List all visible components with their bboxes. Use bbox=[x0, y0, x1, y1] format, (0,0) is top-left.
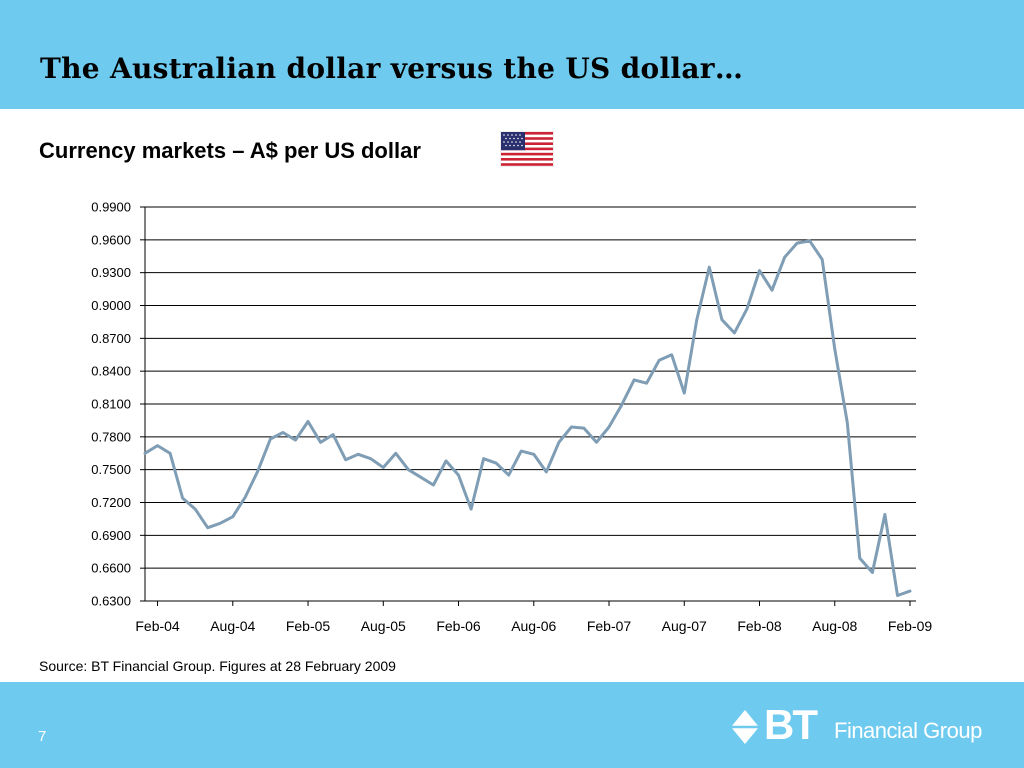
data-point bbox=[207, 526, 209, 528]
data-point bbox=[395, 452, 397, 454]
x-tick-label: Feb-04 bbox=[135, 618, 180, 634]
y-tick-label: 0.9000 bbox=[91, 298, 131, 313]
y-tick-label: 0.6600 bbox=[91, 561, 131, 576]
source-note: Source: BT Financial Group. Figures at 2… bbox=[39, 658, 396, 674]
data-point bbox=[595, 441, 597, 443]
data-point bbox=[821, 258, 823, 260]
data-point bbox=[269, 438, 271, 440]
data-point bbox=[507, 474, 509, 476]
y-tick-label: 0.9900 bbox=[91, 200, 131, 215]
us-flag-icon bbox=[500, 131, 554, 167]
data-point bbox=[671, 354, 673, 356]
data-point bbox=[432, 484, 434, 486]
data-point bbox=[533, 453, 535, 455]
y-tick-label: 0.6300 bbox=[91, 594, 131, 609]
data-point bbox=[495, 462, 497, 464]
data-point bbox=[370, 458, 372, 460]
data-point bbox=[144, 452, 146, 454]
data-point bbox=[257, 470, 259, 472]
data-point bbox=[708, 266, 710, 268]
y-tick-label: 0.8700 bbox=[91, 331, 131, 346]
header-band bbox=[0, 0, 1024, 109]
data-point bbox=[307, 420, 309, 422]
y-tick-label: 0.9600 bbox=[91, 232, 131, 247]
data-point bbox=[871, 571, 873, 573]
data-point bbox=[344, 459, 346, 461]
data-point bbox=[181, 497, 183, 499]
logo-financial-group-text: Financial Group bbox=[834, 718, 982, 743]
data-point bbox=[545, 471, 547, 473]
data-point bbox=[482, 458, 484, 460]
data-point bbox=[332, 433, 334, 435]
data-point bbox=[294, 439, 296, 441]
data-point bbox=[282, 431, 284, 433]
data-point bbox=[219, 522, 221, 524]
x-tick-label: Feb-09 bbox=[888, 618, 933, 634]
y-tick-label: 0.8100 bbox=[91, 397, 131, 412]
data-point bbox=[558, 441, 560, 443]
data-point bbox=[834, 348, 836, 350]
data-point bbox=[520, 450, 522, 452]
data-point bbox=[758, 269, 760, 271]
data-point bbox=[583, 427, 585, 429]
slide-title: The Australian dollar versus the US doll… bbox=[40, 52, 744, 85]
data-point bbox=[645, 382, 647, 384]
x-tick-label: Aug-07 bbox=[662, 618, 707, 634]
x-tick-label: Feb-07 bbox=[587, 618, 632, 634]
data-point bbox=[357, 453, 359, 455]
chart-subtitle: Currency markets – A$ per US dollar bbox=[39, 138, 421, 163]
data-point bbox=[194, 508, 196, 510]
data-point bbox=[896, 594, 898, 596]
data-point bbox=[633, 379, 635, 381]
data-point bbox=[746, 308, 748, 310]
data-point bbox=[620, 404, 622, 406]
logo-bt-text: BT bbox=[764, 701, 818, 748]
data-point bbox=[771, 289, 773, 291]
data-point bbox=[909, 590, 911, 592]
data-point bbox=[683, 392, 685, 394]
data-point bbox=[808, 240, 810, 242]
series-line bbox=[143, 239, 912, 597]
data-point bbox=[608, 426, 610, 428]
page-number: 7 bbox=[38, 728, 47, 745]
x-tick-label: Aug-08 bbox=[812, 618, 857, 634]
bt-financial-group-logo: BT Financial Group bbox=[728, 701, 1008, 750]
data-point bbox=[244, 496, 246, 498]
footer-band bbox=[0, 682, 1024, 768]
data-point bbox=[407, 468, 409, 470]
data-point bbox=[319, 441, 321, 443]
data-point bbox=[696, 319, 698, 321]
data-point bbox=[470, 508, 472, 510]
y-tick-label: 0.6900 bbox=[91, 528, 131, 543]
data-point bbox=[169, 452, 171, 454]
data-point bbox=[796, 242, 798, 244]
x-tick-label: Aug-04 bbox=[210, 618, 255, 634]
y-tick-label: 0.7500 bbox=[91, 462, 131, 477]
data-point bbox=[733, 332, 735, 334]
x-tick-label: Feb-08 bbox=[737, 618, 782, 634]
data-point bbox=[658, 359, 660, 361]
x-tick-label: Feb-06 bbox=[436, 618, 481, 634]
data-point bbox=[859, 557, 861, 559]
y-tick-label: 0.7200 bbox=[91, 495, 131, 510]
data-point bbox=[884, 513, 886, 515]
y-tick-label: 0.9300 bbox=[91, 265, 131, 280]
y-tick-label: 0.7800 bbox=[91, 429, 131, 444]
data-point bbox=[846, 421, 848, 423]
data-point bbox=[382, 466, 384, 468]
data-point bbox=[721, 319, 723, 321]
y-tick-label: 0.8400 bbox=[91, 364, 131, 379]
data-point bbox=[570, 426, 572, 428]
currency-line-chart: 0.9900 0.9600 0.9300 0.9000 0.8700 0.8400 0.81… bbox=[91, 200, 933, 635]
data-point bbox=[457, 474, 459, 476]
bt-diamond-logo-icon bbox=[731, 710, 759, 744]
data-point bbox=[445, 460, 447, 462]
data-point bbox=[232, 516, 234, 518]
data-point bbox=[783, 256, 785, 258]
data-point bbox=[156, 444, 158, 446]
x-tick-label: Aug-05 bbox=[361, 618, 406, 634]
x-tick-label: Feb-05 bbox=[286, 618, 331, 634]
x-tick-label: Aug-06 bbox=[511, 618, 556, 634]
data-point bbox=[420, 476, 422, 478]
